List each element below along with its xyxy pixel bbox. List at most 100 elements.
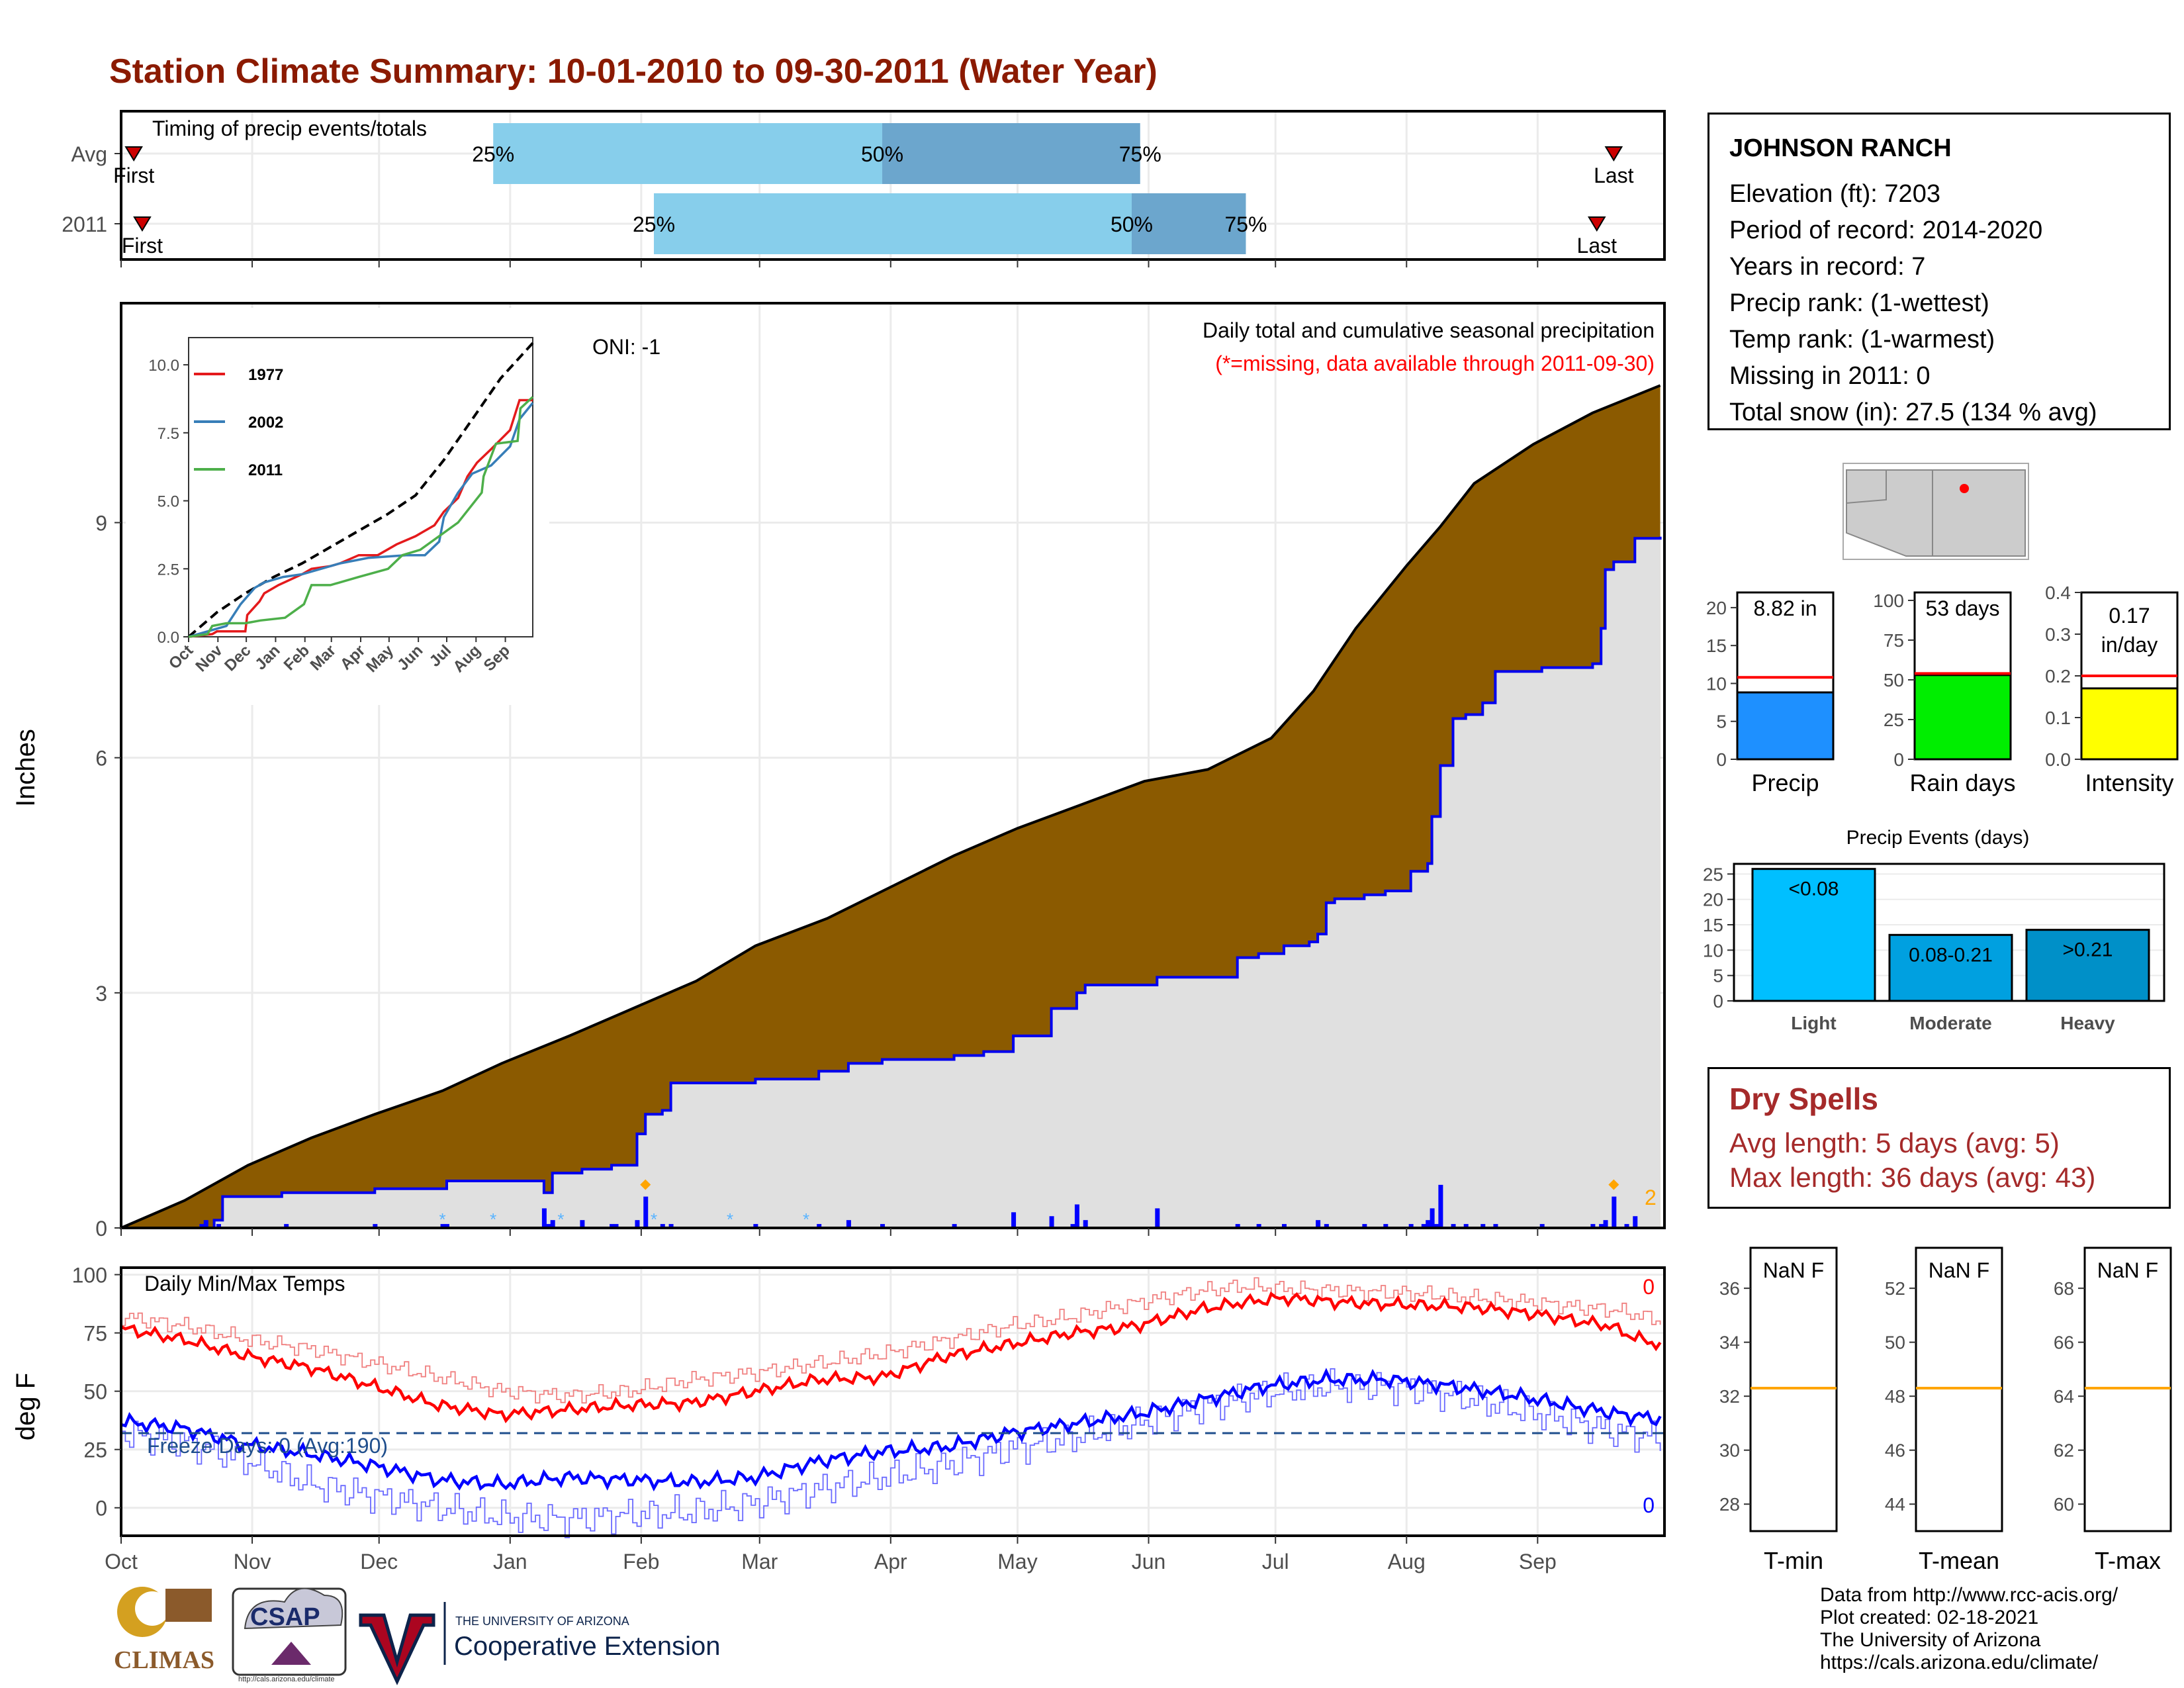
daily-precip-bar — [373, 1224, 378, 1228]
events-title: Precip Events (days) — [1846, 827, 2030, 849]
summary-ytick-label: 25 — [1884, 710, 1904, 730]
credit-line: The University of Arizona — [1820, 1629, 2041, 1651]
dry-spells-avg: Avg length: 5 days (avg: 5) — [1729, 1127, 2060, 1158]
summary-value-label: 0.17 — [2109, 604, 2150, 628]
precip-caption: Daily total and cumulative seasonal prec… — [1203, 318, 1655, 342]
daily-precip-bar — [643, 1196, 649, 1228]
last-label: Last — [1577, 234, 1617, 258]
daily-precip-bar — [610, 1224, 615, 1228]
daily-precip-bar — [1235, 1224, 1240, 1228]
summary-ytick-label: 0.3 — [2045, 624, 2071, 645]
summary-ytick-label: 0 — [1893, 749, 1904, 770]
daily-precip-bar — [284, 1224, 289, 1228]
station-name: JOHNSON RANCH — [1729, 134, 1952, 162]
temp-box-ytick-label: 34 — [1719, 1333, 1740, 1353]
temp-box-ytick-label: 62 — [2054, 1440, 2074, 1461]
summary-bar — [1913, 674, 2012, 761]
temp-summary-boxes: NaN F 28 30 32 34 36 T-min NaN F 44 46 48 50 52 T-mea… — [1719, 1246, 2172, 1574]
month-label: Mar — [741, 1550, 778, 1573]
month-label: Jul — [1262, 1550, 1289, 1573]
page-title: Station Climate Summary: 10-01-2010 to 0… — [109, 52, 1158, 91]
daily-precip-bar — [550, 1220, 555, 1228]
timing-label-75: 75% — [1224, 212, 1267, 236]
precip-ylabel: Inches — [11, 729, 40, 807]
timing-frame — [120, 110, 1666, 261]
precip-ytick-label: 3 — [95, 982, 107, 1006]
first-event-marker — [124, 146, 143, 162]
summary-ytick-label: 10 — [1706, 673, 1727, 694]
precip-ytick-label: 6 — [95, 747, 107, 771]
temp-box-ytick-label: 64 — [2054, 1386, 2074, 1407]
avg-cumulative-line — [120, 384, 1661, 1229]
inset-chart: 0.02.55.07.510.0OctNovDecJanFebMarAprMay… — [126, 308, 549, 705]
daily-precip-bar — [1480, 1224, 1486, 1228]
summary-ytick-label: 5 — [1716, 712, 1727, 732]
temp-box-ytick-label: 28 — [1719, 1494, 1740, 1515]
logos: CLIMAS CSAP http://cals.arizona.edu/clim… — [114, 1587, 720, 1685]
daily-precip-bar — [1281, 1224, 1287, 1228]
missing-note: (*=missing, data available through 2011-… — [1215, 352, 1655, 375]
daily-precip-bar — [1539, 1224, 1545, 1228]
events-ytick-label: 20 — [1703, 890, 1723, 910]
location-map — [1843, 463, 2029, 560]
event-bar — [1888, 933, 2013, 1002]
daily-precip-bar — [1599, 1224, 1604, 1228]
temp-box-ytick-label: 32 — [1719, 1386, 1740, 1407]
svg-text:THE UNIVERSITY OF ARIZONA: THE UNIVERSITY OF ARIZONA — [455, 1615, 629, 1628]
daily-precip-bar — [216, 1224, 221, 1228]
station-elevation: Elevation (ft): 7203 — [1729, 180, 1940, 208]
events-ytick-label: 10 — [1703, 940, 1723, 961]
summary-ytick-label: 0.4 — [2045, 583, 2071, 603]
inset-legend-label: 2011 — [248, 461, 283, 479]
daily-precip-bar — [880, 1224, 886, 1228]
inset-ytick-label: 2.5 — [158, 561, 179, 579]
summary-bar — [2080, 687, 2179, 761]
temps-caption: Daily Min/Max Temps — [144, 1272, 345, 1295]
summary-ytick-label: 0.1 — [2045, 708, 2071, 728]
temp-box-ytick-label: 30 — [1719, 1440, 1740, 1461]
summary-bars: 8.82 in 0 5 10 15 20 Precip 53 days 0 25 50 75 100 Ra… — [1706, 583, 2179, 796]
first-label: First — [122, 234, 163, 258]
daily-precip-bar — [546, 1224, 551, 1228]
month-label: Nov — [234, 1550, 271, 1573]
station-period: Period of record: 2014-2020 — [1729, 216, 2043, 244]
events-ytick-label: 0 — [1713, 991, 1723, 1011]
temps-ytick-label: 50 — [83, 1380, 107, 1404]
inset-legend-label: 1977 — [248, 366, 283, 384]
snow-marker: * — [651, 1209, 657, 1229]
daily-precip-bar — [952, 1224, 957, 1228]
event-range-label: >0.21 — [2063, 939, 2113, 961]
month-label: Jun — [1132, 1550, 1166, 1573]
last-label: Last — [1594, 164, 1634, 187]
event-range-label: <0.08 — [1789, 878, 1839, 900]
temp-box-frame — [1749, 1246, 1838, 1532]
daily-precip-bar — [635, 1220, 640, 1228]
max-count-label: 0 — [1643, 1275, 1655, 1299]
daily-precip-bar — [444, 1224, 449, 1228]
event-category-label: Heavy — [2060, 1013, 2115, 1033]
snow-marker: * — [727, 1209, 733, 1229]
events-frame — [1733, 863, 2165, 1002]
timing-bar-25-50 — [493, 123, 883, 184]
daily-precip-bar — [1624, 1224, 1629, 1228]
temp-box-ytick-label: 36 — [1719, 1278, 1740, 1299]
daily-precip-bar — [846, 1220, 851, 1228]
max-temp-avg-line — [121, 1277, 1661, 1404]
summary-value-label: 8.82 in — [1753, 596, 1817, 620]
summary-ytick-label: 15 — [1706, 635, 1727, 656]
temp-box-value: NaN F — [1763, 1258, 1824, 1282]
daily-precip-bar — [1433, 1224, 1439, 1228]
temp-box-ytick-label: 46 — [1885, 1440, 1905, 1461]
daily-precip-bar — [1074, 1204, 1079, 1228]
inset-ytick-label: 5.0 — [158, 493, 179, 511]
timing-bar-25-50 — [654, 193, 1132, 254]
summary-frame — [1913, 591, 2012, 761]
daily-precip-bar — [753, 1224, 758, 1228]
summary-bar-label: Rain days — [1909, 769, 2015, 796]
max-temp-line — [120, 1291, 1662, 1424]
summary-frame — [1736, 591, 1835, 761]
station-missing: Missing in 2011: 0 — [1729, 362, 1931, 390]
climas-logo: CLIMAS — [114, 1587, 214, 1674]
temp-box-ytick-label: 50 — [1885, 1333, 1905, 1353]
daily-precip-bar — [1324, 1224, 1329, 1228]
